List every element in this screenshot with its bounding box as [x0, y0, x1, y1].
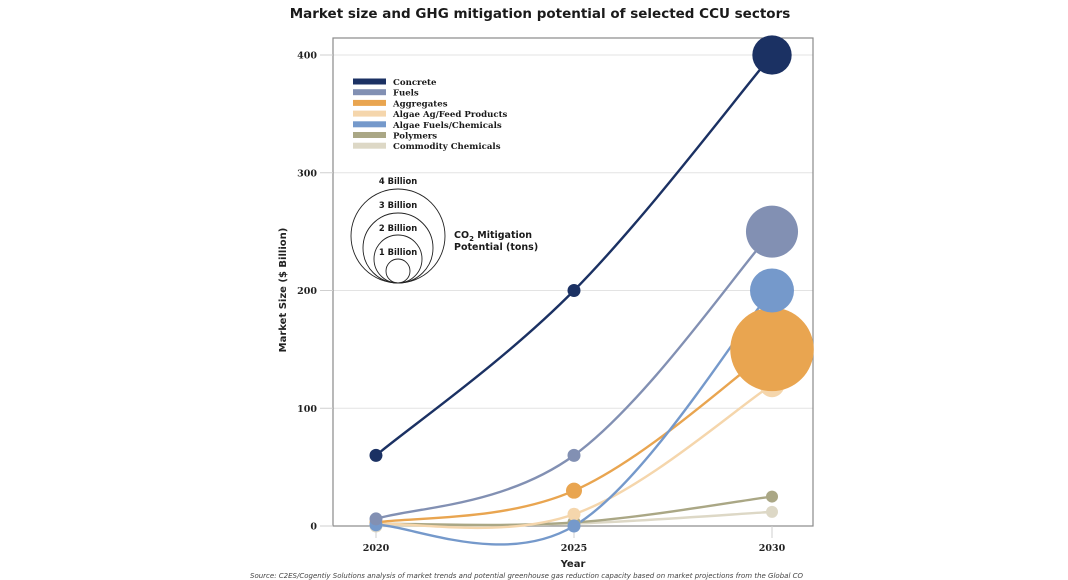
series-line-fuels: [375, 230, 773, 521]
data-point: [567, 284, 581, 297]
data-point: [369, 512, 383, 526]
data-point: [369, 448, 383, 462]
x-tick-label: 2030: [759, 543, 786, 554]
size-legend-label: 1 Billion: [379, 247, 417, 257]
x-tick-label: 2025: [561, 543, 587, 554]
y-tick-label: 200: [297, 286, 317, 297]
size-legend-label: 3 Billion: [379, 200, 417, 210]
x-tick-label: 2020: [363, 543, 390, 554]
data-point: [752, 35, 792, 75]
legend-label: Algae Ag/Feed Products: [392, 110, 508, 120]
legend-label: Aggregates: [392, 99, 448, 109]
legend-swatch: [353, 110, 386, 117]
size-legend-label: 2 Billion: [379, 223, 417, 233]
y-axis-ticks: 0 100 200 300 400: [297, 51, 333, 533]
legend-label: Fuels: [393, 89, 419, 99]
y-tick-label: 0: [310, 522, 317, 533]
legend-label: Commodity Chemicals: [393, 142, 501, 152]
legend-label: Polymers: [393, 132, 437, 142]
y-tick-label: 100: [297, 404, 317, 415]
y-axis-label: Market Size ($ Billion): [278, 228, 289, 353]
data-point: [567, 448, 581, 462]
data-point: [567, 507, 581, 521]
legend-label: Algae Fuels/Chemicals: [392, 121, 502, 131]
legend-swatch: [353, 99, 386, 106]
data-point: [566, 482, 582, 499]
series-points: [369, 35, 814, 533]
legend-swatch: [353, 78, 386, 85]
data-point: [567, 519, 581, 533]
x-axis-label: Year: [560, 559, 586, 570]
data-point: [766, 490, 778, 503]
y-tick-label: 300: [297, 168, 317, 179]
gridlines: [333, 54, 813, 409]
size-legend-title-line2: Potential (tons): [454, 242, 538, 253]
legend-swatch: [353, 142, 386, 149]
size-legend-circle: [385, 258, 411, 284]
data-point: [766, 505, 778, 518]
source-note: Source: C2ES/Cogentiy Solutions analysis…: [250, 572, 804, 580]
chart-title: Market size and GHG mitigation potential…: [290, 6, 791, 22]
legend-swatch: [353, 132, 386, 138]
size-legend-label: 4 Billion: [379, 176, 417, 186]
data-point: [750, 268, 794, 313]
legend-label: Concrete: [393, 78, 437, 88]
legend-swatch: [353, 89, 386, 96]
size-legend: CO2 Mitigation Potential (tons) 4 Billio…: [350, 176, 538, 284]
size-legend-title-line1: CO2 Mitigation: [454, 230, 532, 243]
legend-swatch: [353, 121, 386, 128]
y-tick-label: 400: [297, 51, 317, 62]
data-point: [745, 205, 799, 258]
data-point: [730, 307, 814, 392]
